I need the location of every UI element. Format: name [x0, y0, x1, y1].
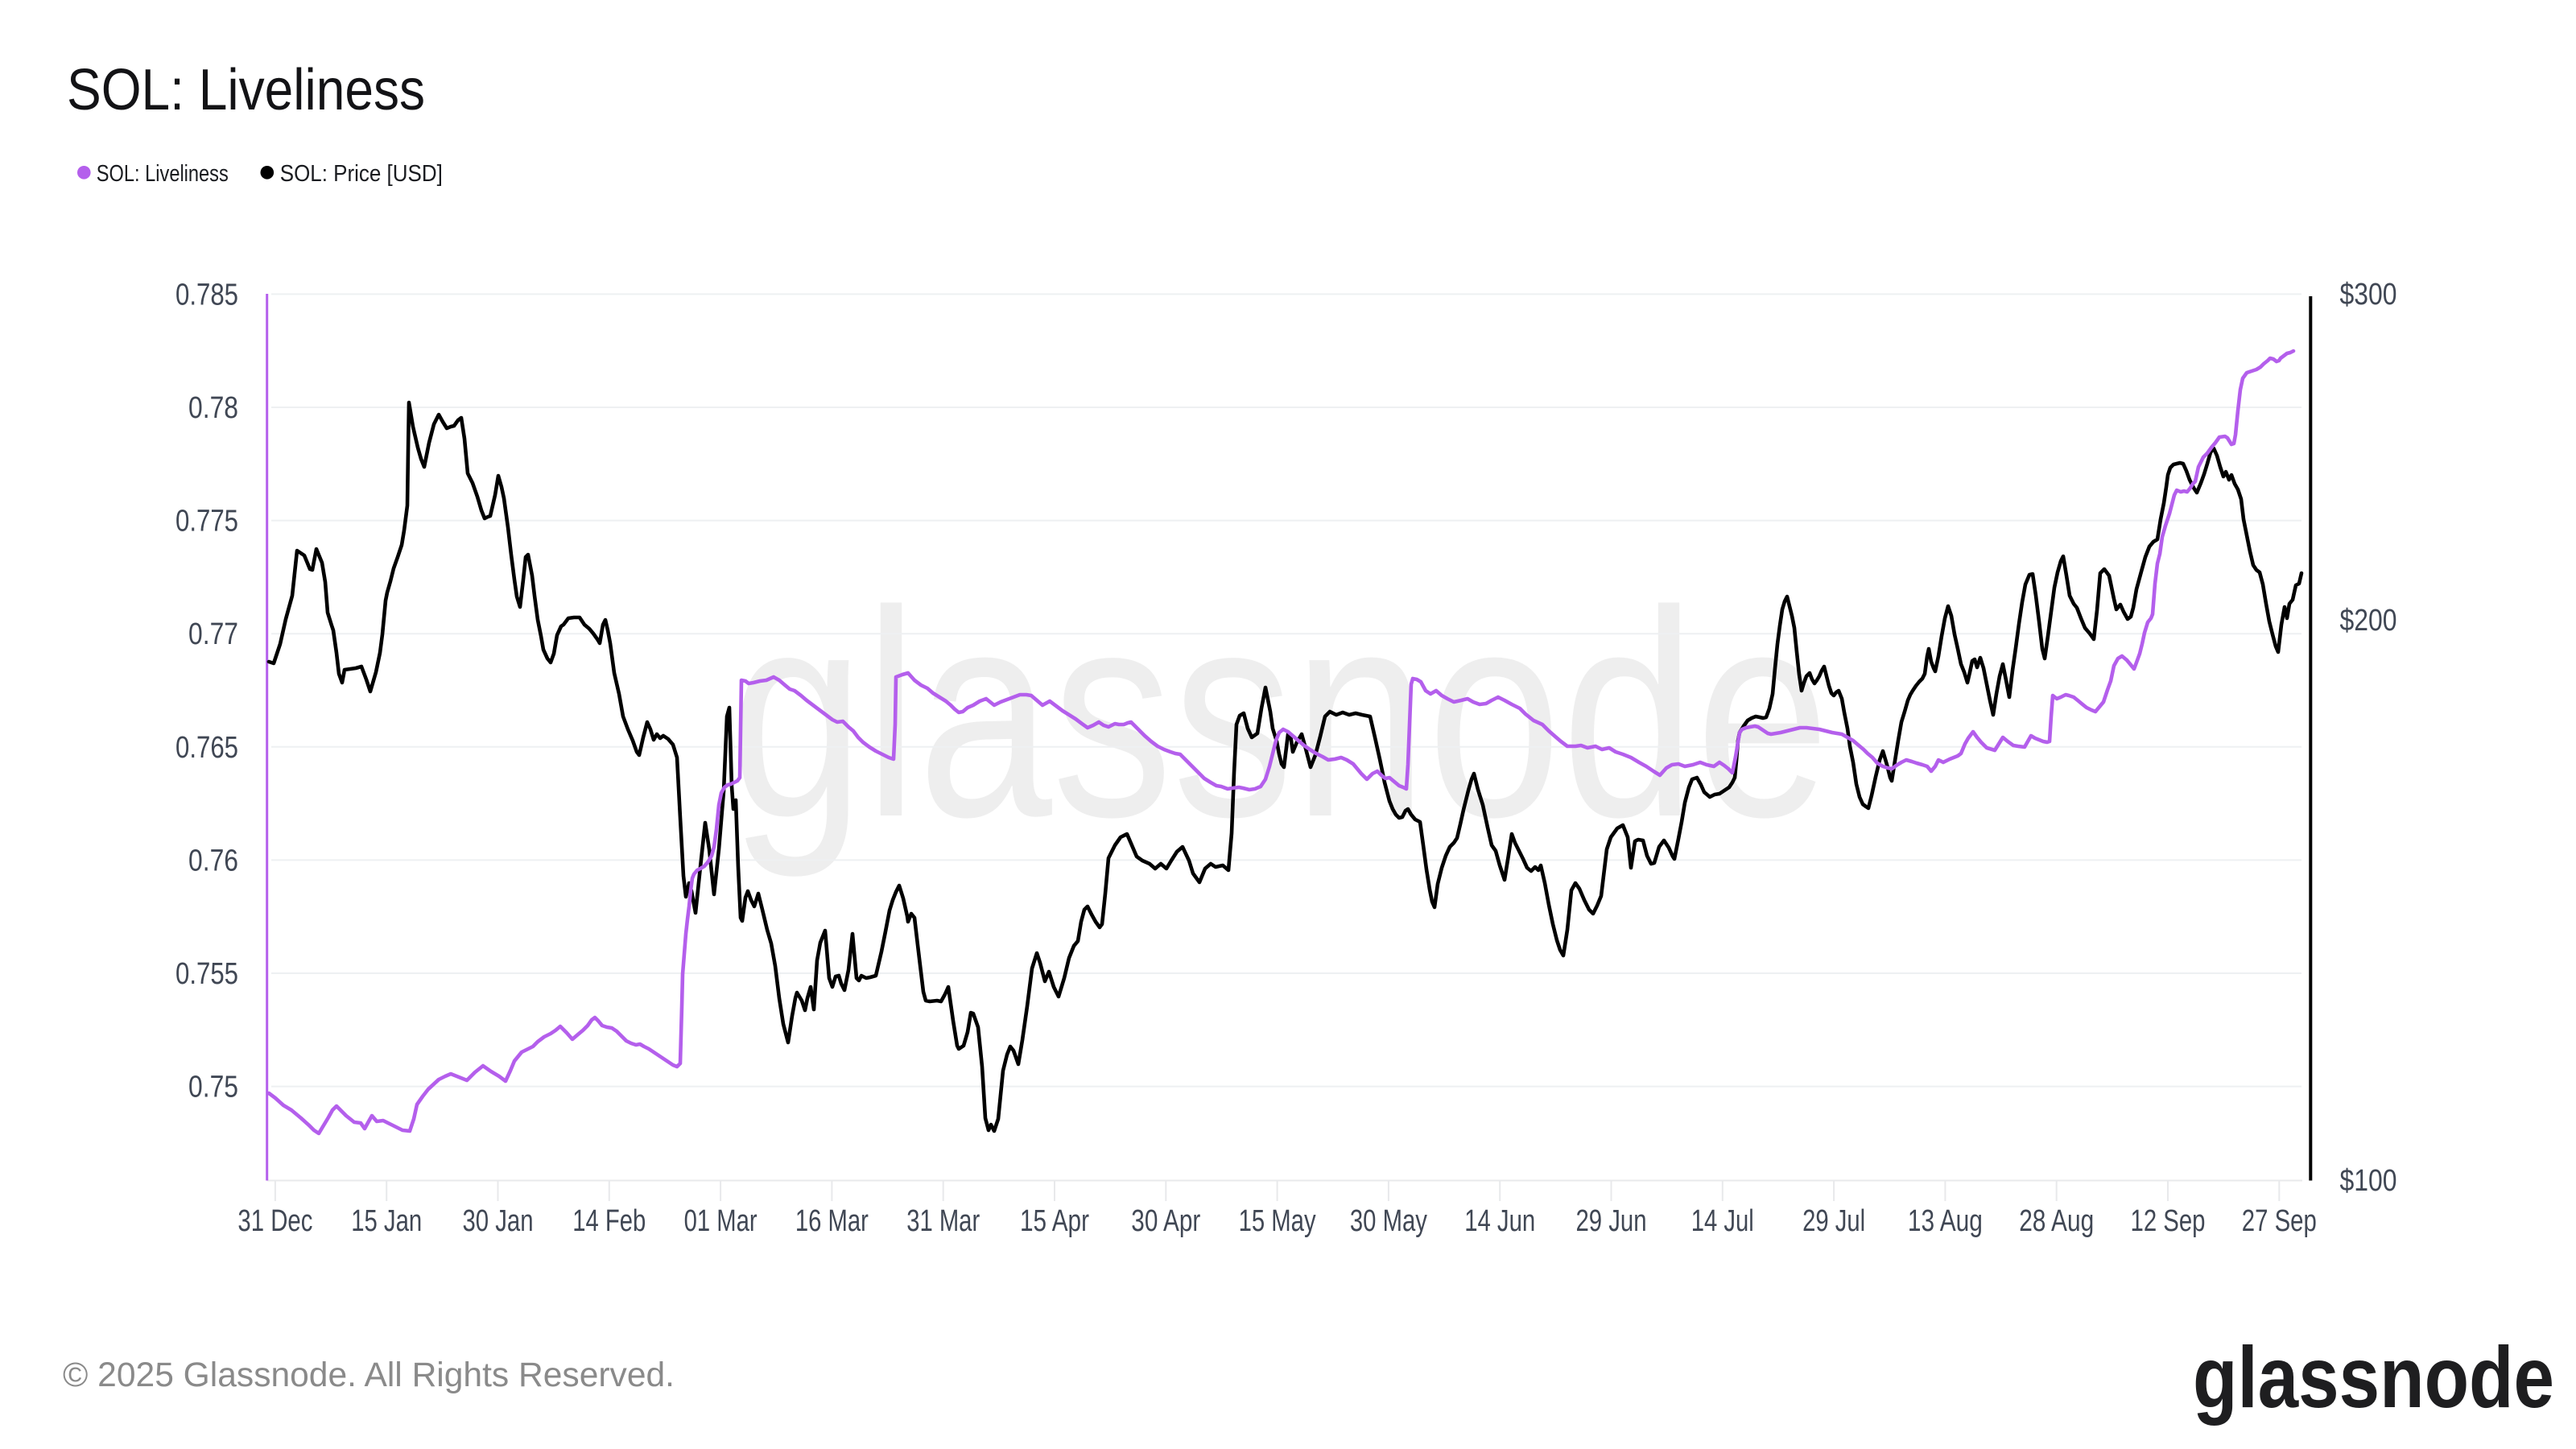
svg-text:28 Aug: 28 Aug	[2019, 1204, 2094, 1238]
svg-text:$200: $200	[2340, 604, 2397, 638]
svg-text:15 Jan: 15 Jan	[351, 1204, 422, 1238]
svg-text:0.775: 0.775	[175, 505, 238, 539]
svg-text:30 Jan: 30 Jan	[463, 1204, 534, 1238]
svg-text:0.765: 0.765	[175, 731, 238, 765]
svg-text:14 Jul: 14 Jul	[1691, 1204, 1754, 1238]
svg-text:15 May: 15 May	[1239, 1204, 1316, 1238]
svg-text:0.755: 0.755	[175, 957, 238, 991]
svg-text:glassnode: glassnode	[2193, 1328, 2554, 1426]
svg-text:0.76: 0.76	[188, 844, 238, 877]
svg-text:SOL: Price [USD]: SOL: Price [USD]	[280, 161, 443, 187]
svg-text:0.785: 0.785	[175, 278, 238, 312]
svg-text:SOL: Liveliness: SOL: Liveliness	[67, 58, 425, 122]
svg-text:30 Apr: 30 Apr	[1131, 1204, 1200, 1238]
svg-text:16 Mar: 16 Mar	[795, 1204, 869, 1238]
svg-text:29 Jun: 29 Jun	[1576, 1204, 1647, 1238]
svg-text:12 Sep: 12 Sep	[2131, 1204, 2206, 1238]
svg-text:31 Mar: 31 Mar	[906, 1204, 980, 1238]
svg-text:0.75: 0.75	[188, 1071, 238, 1104]
svg-text:31 Dec: 31 Dec	[237, 1204, 312, 1238]
svg-text:14 Jun: 14 Jun	[1464, 1204, 1535, 1238]
svg-text:01 Mar: 01 Mar	[684, 1204, 758, 1238]
svg-text:27 Sep: 27 Sep	[2242, 1204, 2317, 1238]
svg-text:© 2025 Glassnode. All Rights R: © 2025 Glassnode. All Rights Reserved.	[63, 1356, 675, 1394]
svg-text:14 Feb: 14 Feb	[572, 1204, 646, 1238]
svg-text:$100: $100	[2340, 1164, 2397, 1198]
svg-text:29 Jul: 29 Jul	[1802, 1204, 1865, 1238]
svg-text:glassnode: glassnode	[730, 551, 1830, 880]
svg-text:SOL: Liveliness: SOL: Liveliness	[97, 161, 229, 187]
svg-text:0.78: 0.78	[188, 391, 238, 425]
svg-text:13 Aug: 13 Aug	[1908, 1204, 1983, 1238]
svg-text:15 Apr: 15 Apr	[1020, 1204, 1089, 1238]
svg-text:$300: $300	[2340, 278, 2397, 312]
svg-text:30 May: 30 May	[1350, 1204, 1427, 1238]
svg-text:0.77: 0.77	[188, 617, 238, 651]
